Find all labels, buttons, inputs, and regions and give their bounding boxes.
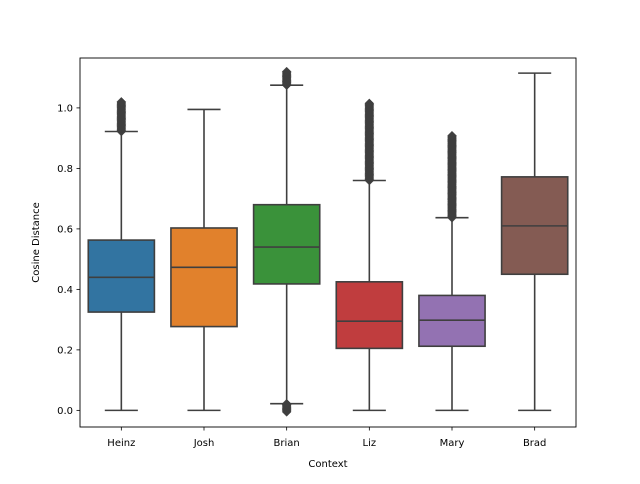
x-tick-label: Mary <box>440 438 465 449</box>
y-tick-label: 0.6 <box>57 224 73 235</box>
x-axis: Heinz Josh Brian Liz Mary Brad <box>107 427 546 449</box>
y-tick-label: 0.2 <box>57 345 73 356</box>
x-tick-label: Heinz <box>107 438 135 449</box>
box-brad <box>500 72 569 412</box>
box-brian <box>252 66 321 417</box>
y-tick-label: 0.0 <box>57 406 73 417</box>
upper-outliers <box>281 66 292 91</box>
box-body <box>87 239 156 313</box>
box-body <box>252 203 321 285</box>
box-josh <box>170 108 238 412</box>
box-liz <box>335 98 404 412</box>
box-body <box>335 281 404 350</box>
upper-outliers <box>364 98 375 186</box>
y-axis: 0.0 0.2 0.4 0.6 0.8 1.0 <box>57 104 80 417</box>
plot-frame <box>79 57 577 428</box>
y-tick-label: 0.4 <box>57 285 73 296</box>
outlier-point <box>116 97 127 107</box>
upper-outliers <box>116 97 127 137</box>
x-tick-label: Brian <box>274 438 300 449</box>
lower-outliers <box>281 398 292 417</box>
outlier-point <box>281 398 292 409</box>
x-axis-label: Context <box>308 459 347 470</box>
x-tick-label: Brad <box>523 438 546 449</box>
box-mary <box>418 130 486 412</box>
x-tick-label: Liz <box>363 438 377 449</box>
outlier-point <box>364 98 375 109</box>
boxes-layer <box>87 66 569 417</box>
y-tick-label: 0.8 <box>57 164 73 175</box>
box-body <box>170 227 238 328</box>
x-tick-label: Josh <box>193 438 215 449</box>
outlier-point <box>447 130 457 141</box>
y-axis-label: Cosine Distance <box>31 202 42 282</box>
box-heinz <box>87 97 156 412</box>
upper-outliers <box>447 130 457 223</box>
y-tick-label: 1.0 <box>57 104 73 115</box>
outlier-point <box>281 66 292 77</box>
